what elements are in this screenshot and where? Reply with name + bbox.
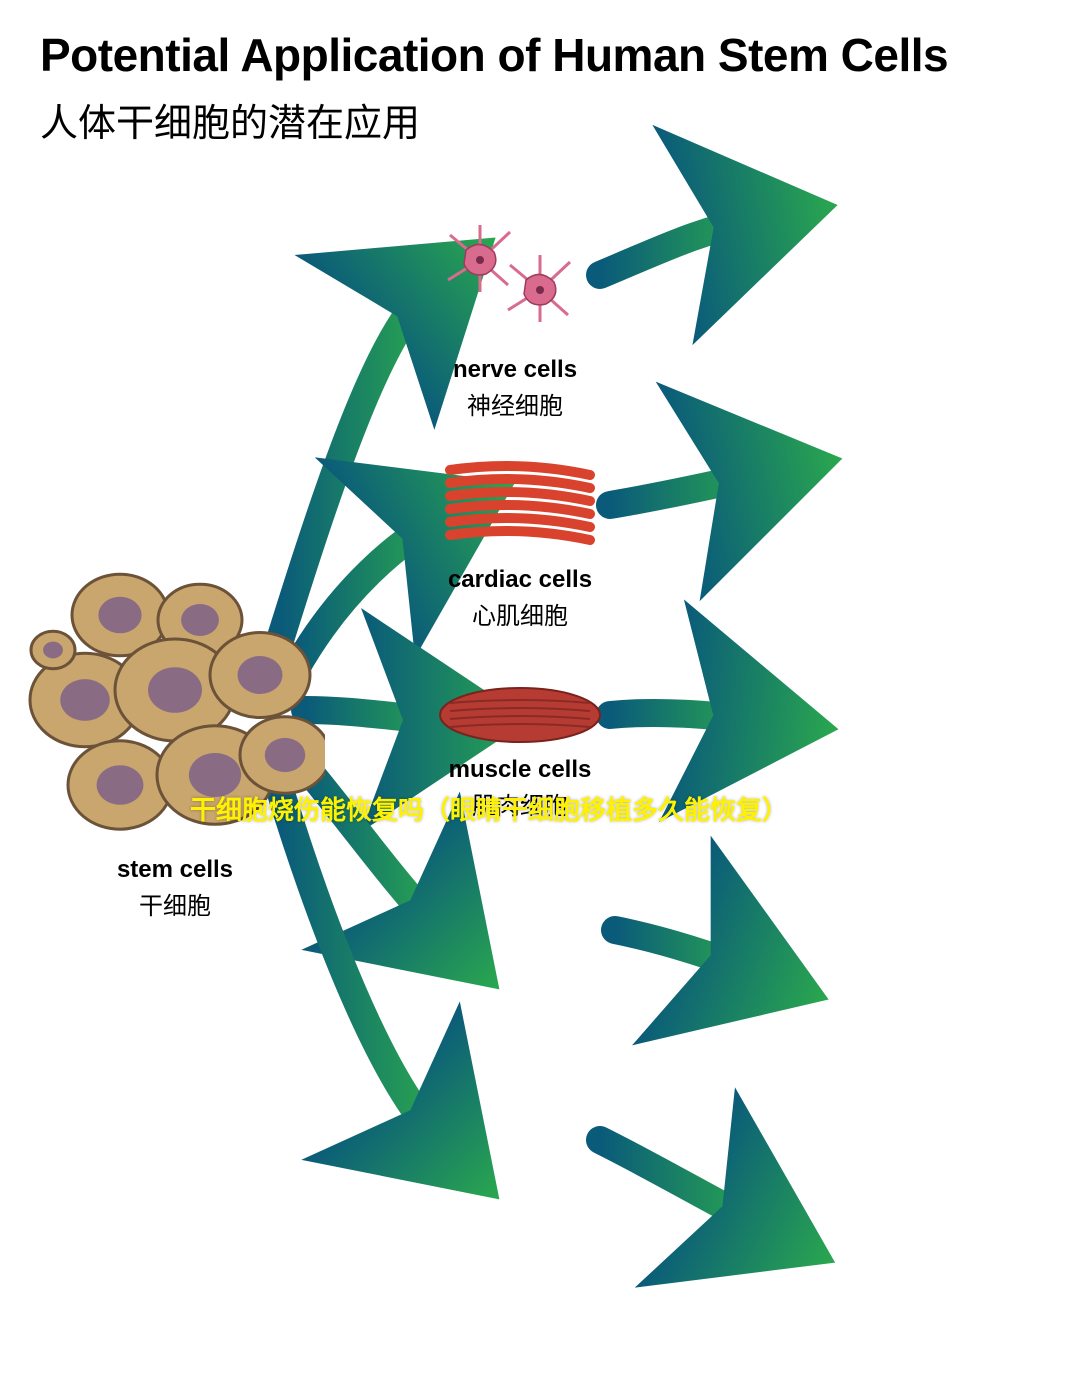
cardiac-cells-node: cardiac cells心肌细胞 <box>410 450 630 631</box>
cardiac-cells-label-en: cardiac cells <box>410 566 630 594</box>
nerve-cells-label-en: nerve cells <box>400 356 630 384</box>
title-chinese: 人体干细胞的潜在应用 <box>40 92 420 147</box>
nerve-cells-label-zh: 神经细胞 <box>400 386 630 421</box>
stem-cells-node: stem cells 干细胞 <box>20 560 330 921</box>
muscle-cells-icon <box>410 680 630 750</box>
stem-cells-label-zh: 干细胞 <box>20 886 330 921</box>
nerve-cells-node: nerve cells神经细胞 <box>400 210 630 421</box>
overlay-text: 干细胞烧伤能恢复吗（眼睛干细胞移植多久能恢复） <box>190 790 788 827</box>
stem-cells-label-en: stem cells <box>20 856 330 884</box>
nerve-cells-icon <box>400 210 630 350</box>
cardiac-cells-label-zh: 心肌细胞 <box>410 596 630 631</box>
cardiac-cells-icon <box>410 450 630 560</box>
muscle-cells-label-en: muscle cells <box>410 756 630 784</box>
title-english: Potential Application of Human Stem Cell… <box>40 28 948 82</box>
